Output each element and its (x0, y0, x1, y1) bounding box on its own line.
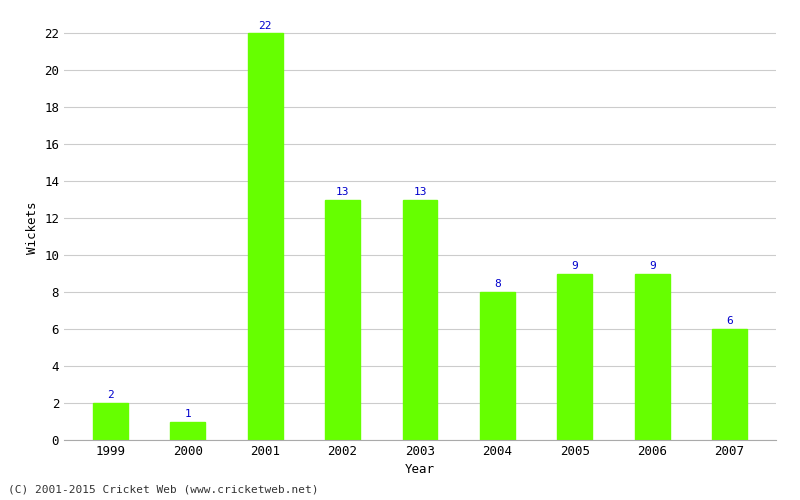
Text: 13: 13 (336, 187, 350, 197)
Bar (93, 403, 128, 440)
Y-axis label: Wickets: Wickets (26, 201, 38, 254)
Text: 13: 13 (414, 187, 426, 197)
Bar (558, 274, 592, 440)
Text: 2: 2 (107, 390, 114, 400)
Text: 8: 8 (494, 280, 501, 289)
Bar (480, 292, 515, 440)
Text: 22: 22 (258, 20, 272, 30)
Bar (712, 329, 747, 440)
Text: 6: 6 (726, 316, 733, 326)
Bar (248, 34, 282, 440)
Text: 1: 1 (185, 409, 191, 419)
Bar (170, 422, 206, 440)
Text: 9: 9 (571, 261, 578, 271)
X-axis label: Year: Year (405, 464, 435, 476)
Bar (634, 274, 670, 440)
Text: (C) 2001-2015 Cricket Web (www.cricketweb.net): (C) 2001-2015 Cricket Web (www.cricketwe… (8, 485, 318, 495)
Bar (325, 200, 360, 440)
Bar (402, 200, 438, 440)
Text: 9: 9 (649, 261, 655, 271)
